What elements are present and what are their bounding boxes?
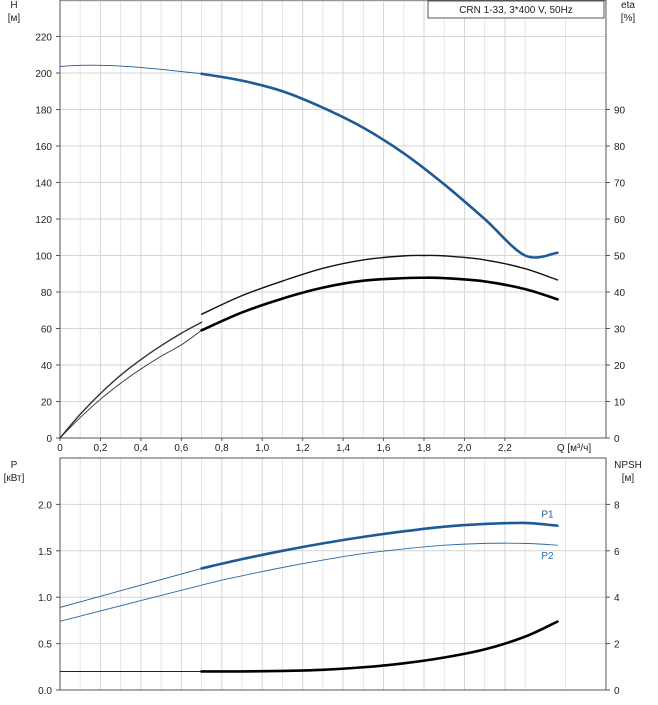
y-right-tick-label: 0: [614, 434, 620, 445]
y-left-tick-label: 0: [46, 434, 52, 445]
y-right-tick-label: 80: [614, 142, 626, 153]
series-label-p2: P2: [541, 551, 554, 562]
y-left-tick-label: 180: [35, 106, 52, 117]
plot-frame-1: [59, 457, 607, 691]
series-line-thin-1-0: [59, 567, 202, 608]
x-tick-label: 1,0: [255, 443, 269, 454]
plot-area-1: [60, 458, 606, 690]
x-tick-label: 1,6: [377, 443, 391, 454]
y-left-tick-label: 0.0: [38, 686, 52, 697]
series-line-0-3: [200, 254, 559, 315]
y-left-tick-label: 200: [35, 69, 52, 80]
y-right-tick-label: 2: [614, 640, 620, 651]
x-axis-label: Q [м³/ч]: [557, 443, 592, 454]
y-left-tick-label: 1.0: [38, 593, 52, 604]
x-tick-label: 2,0: [457, 443, 471, 454]
y-right-tick-label: 40: [614, 288, 626, 299]
y-left-axis-label: P: [11, 460, 18, 471]
y-left-axis-unit: [м]: [8, 13, 21, 24]
title-box: [427, 0, 605, 19]
y-left-tick-label: 140: [35, 179, 52, 190]
x-tick-label: 1,4: [336, 443, 350, 454]
y-right-tick-label: 0: [614, 686, 620, 697]
y-right-tick-label: 20: [614, 361, 626, 372]
y-left-axis-unit: [кВт]: [4, 473, 25, 484]
y-right-tick-label: 50: [614, 252, 626, 263]
y-right-tick-label: 30: [614, 325, 626, 336]
chart-title: CRN 1-33, 3*400 V, 50Hz: [459, 5, 573, 16]
y-left-tick-label: 2.0: [38, 500, 52, 511]
series-line-thick-1-2: [200, 620, 559, 673]
series-line-thick-1-0: [200, 521, 559, 570]
x-tick-label: 0,2: [93, 443, 107, 454]
y-left-tick-label: 40: [41, 361, 53, 372]
y-right-axis-label: eta: [621, 0, 635, 11]
y-right-tick-label: 10: [614, 398, 626, 409]
x-tick-label: 1,8: [417, 443, 431, 454]
y-right-tick-label: 90: [614, 106, 626, 117]
y-left-tick-label: 120: [35, 215, 52, 226]
series-line-0-2: [59, 321, 203, 439]
x-tick-label: 1,2: [296, 443, 310, 454]
series-line-0-1: [200, 72, 559, 259]
y-left-tick-label: 0.5: [38, 640, 52, 651]
series-label-p1: P1: [541, 510, 554, 521]
y-left-tick-label: 60: [41, 325, 53, 336]
series-line-0-4: [59, 329, 203, 439]
y-right-axis-unit: [м]: [622, 473, 635, 484]
series-line-0-5: [200, 276, 559, 332]
series-line-1-1: [59, 542, 558, 622]
y-right-axis-label: NPSH: [614, 460, 642, 471]
x-tick-label: 2,2: [498, 443, 512, 454]
y-left-tick-label: 20: [41, 398, 53, 409]
y-right-tick-label: 60: [614, 215, 626, 226]
y-right-tick-label: 8: [614, 500, 620, 511]
y-left-tick-label: 160: [35, 142, 52, 153]
x-tick-label: 0: [57, 443, 63, 454]
y-left-tick-label: 100: [35, 252, 52, 263]
y-left-axis-label: H: [10, 0, 17, 11]
x-tick-label: 0,8: [215, 443, 229, 454]
y-left-tick-label: 220: [35, 33, 52, 44]
x-tick-label: 0,4: [134, 443, 148, 454]
y-right-axis-unit: [%]: [621, 13, 636, 24]
y-right-tick-label: 6: [614, 547, 620, 558]
x-tick-label: 0,6: [174, 443, 188, 454]
y-right-tick-label: 70: [614, 179, 626, 190]
y-right-tick-label: 4: [614, 593, 620, 604]
series-line-0-0: [59, 64, 203, 75]
y-left-tick-label: 1.5: [38, 547, 52, 558]
y-left-tick-label: 80: [41, 288, 53, 299]
